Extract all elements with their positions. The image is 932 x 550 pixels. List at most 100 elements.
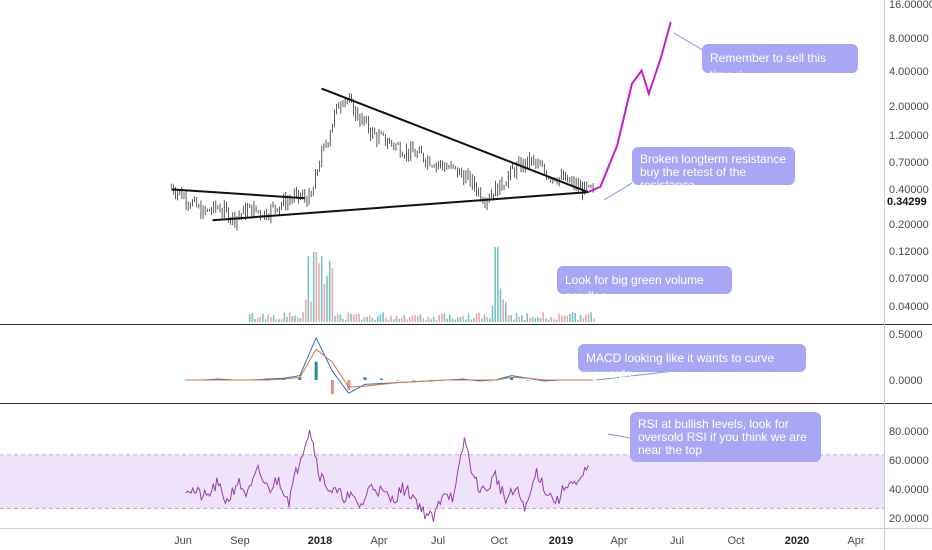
volume-bar (422, 318, 424, 322)
volume-bar (286, 316, 288, 322)
rsi-axis-ticks: 80.0000 60.0000 40.0000 20.0000 (889, 426, 929, 525)
volume-bar (481, 318, 483, 322)
macd-hist-bar (526, 380, 530, 381)
volume-bar (355, 314, 358, 322)
price-tick-label: 0.40000 (889, 184, 929, 196)
volume-bar (451, 318, 454, 322)
volume-bar (264, 319, 267, 322)
price-tick-label: 0.70000 (889, 157, 929, 169)
volume-bar (499, 288, 502, 322)
current-price-tag: 0.34299 (887, 196, 927, 208)
volume-bar (582, 317, 585, 322)
annotation-macd[interactable]: MACD looking like it wants to curve upwa… (578, 344, 806, 381)
volume-bar (430, 319, 432, 322)
volume-bar (526, 313, 528, 322)
time-axis-ticks: Jun Sep 2018 Apr Jul Oct 2019 Apr Jul Oct 2020 Apr (174, 535, 865, 547)
volume-bar (302, 312, 304, 322)
volume-bar (291, 315, 294, 322)
volume-bar (448, 314, 451, 322)
early-resistance-trendline (171, 188, 305, 200)
volume-bar (438, 314, 440, 322)
price-tick-label: 1.20000 (889, 130, 929, 142)
volume-bar (323, 284, 326, 322)
volume-bar (486, 316, 488, 322)
volume-bar (339, 314, 342, 322)
volume-bar (497, 247, 499, 322)
volume-bar (384, 317, 387, 322)
volume-bar (376, 315, 379, 322)
volume-bar (502, 299, 504, 322)
volume-bar (571, 312, 574, 322)
resistance-trendline (321, 87, 589, 194)
volume-bar (352, 314, 355, 322)
macd-hist-bar (298, 377, 302, 380)
volume-bar (336, 313, 339, 322)
volume-bar (491, 305, 494, 322)
volume-bar (459, 316, 462, 322)
volume-bar (280, 319, 283, 322)
volume-bar (392, 319, 395, 322)
macd-hist-bar (347, 380, 351, 390)
volume-bar (408, 317, 411, 322)
volume-bar (419, 314, 422, 322)
volume-bar (256, 317, 259, 322)
macd-hist-bar (363, 377, 367, 380)
volume-bar (513, 319, 515, 322)
macd-tick-label: 0.5000 (889, 329, 923, 341)
volume-bar (320, 256, 323, 322)
time-tick-label: Jun (174, 535, 192, 547)
price-tick-label: 0.12000 (889, 246, 929, 258)
volume-bar (577, 319, 579, 322)
volume-bar (400, 317, 403, 322)
trend-lines (171, 87, 589, 222)
rsi-line (185, 429, 589, 522)
volume-bar (475, 313, 478, 322)
macd-histogram (184, 361, 595, 395)
annotation-volume[interactable]: Look for big green volume candles (557, 266, 732, 303)
macd-tick-label: 0.0000 (889, 375, 923, 387)
volume-bar (390, 315, 392, 322)
macd-hist-bar (314, 361, 318, 380)
volume-bar (360, 319, 363, 322)
macd-hist-bar (330, 380, 334, 395)
annotation-sell[interactable]: Remember to sell this time :) (702, 44, 858, 82)
volume-bar (366, 316, 368, 322)
volume-bar (539, 317, 542, 322)
volume-bar (465, 319, 467, 322)
volume-bar (537, 317, 539, 322)
time-tick-label: Jul (670, 535, 684, 547)
macd-hist-bar (396, 380, 400, 381)
volume-bar (248, 314, 251, 322)
volume-bar (550, 316, 552, 322)
volume-bar (270, 317, 272, 322)
volume-bar (521, 315, 523, 322)
volume-bar (288, 312, 291, 322)
volume-bar (363, 316, 366, 322)
volume-bar (446, 318, 448, 322)
volume-bar (507, 315, 510, 322)
volume-bar (304, 299, 307, 322)
volume-bar (278, 319, 280, 322)
volume-bar (483, 314, 486, 322)
annotation-rsi[interactable]: RSI at bullish levels, look for oversold… (630, 412, 821, 462)
time-tick-label: Jul (431, 535, 445, 547)
volume-bar (310, 301, 312, 322)
volume-bar (489, 318, 491, 322)
volume-bar (585, 314, 587, 322)
volume-bar (534, 318, 536, 322)
volume-bar (342, 318, 344, 322)
volume-bar (379, 314, 382, 322)
volume-bar (579, 314, 582, 322)
rsi-pointer (607, 433, 631, 439)
annotation-resistance[interactable]: Broken longterm resistance buy the retes… (632, 147, 795, 192)
rsi-tick-label: 60.0000 (889, 455, 929, 467)
macd-hist-bar (412, 380, 416, 381)
volume-bar (318, 263, 320, 322)
price-tick-label: 4.00000 (889, 66, 929, 78)
time-tick-label: 2019 (549, 535, 573, 547)
rsi-band (0, 454, 884, 509)
volume-bar (251, 312, 254, 322)
volume-bar (398, 318, 400, 322)
volume-bar (574, 312, 577, 322)
